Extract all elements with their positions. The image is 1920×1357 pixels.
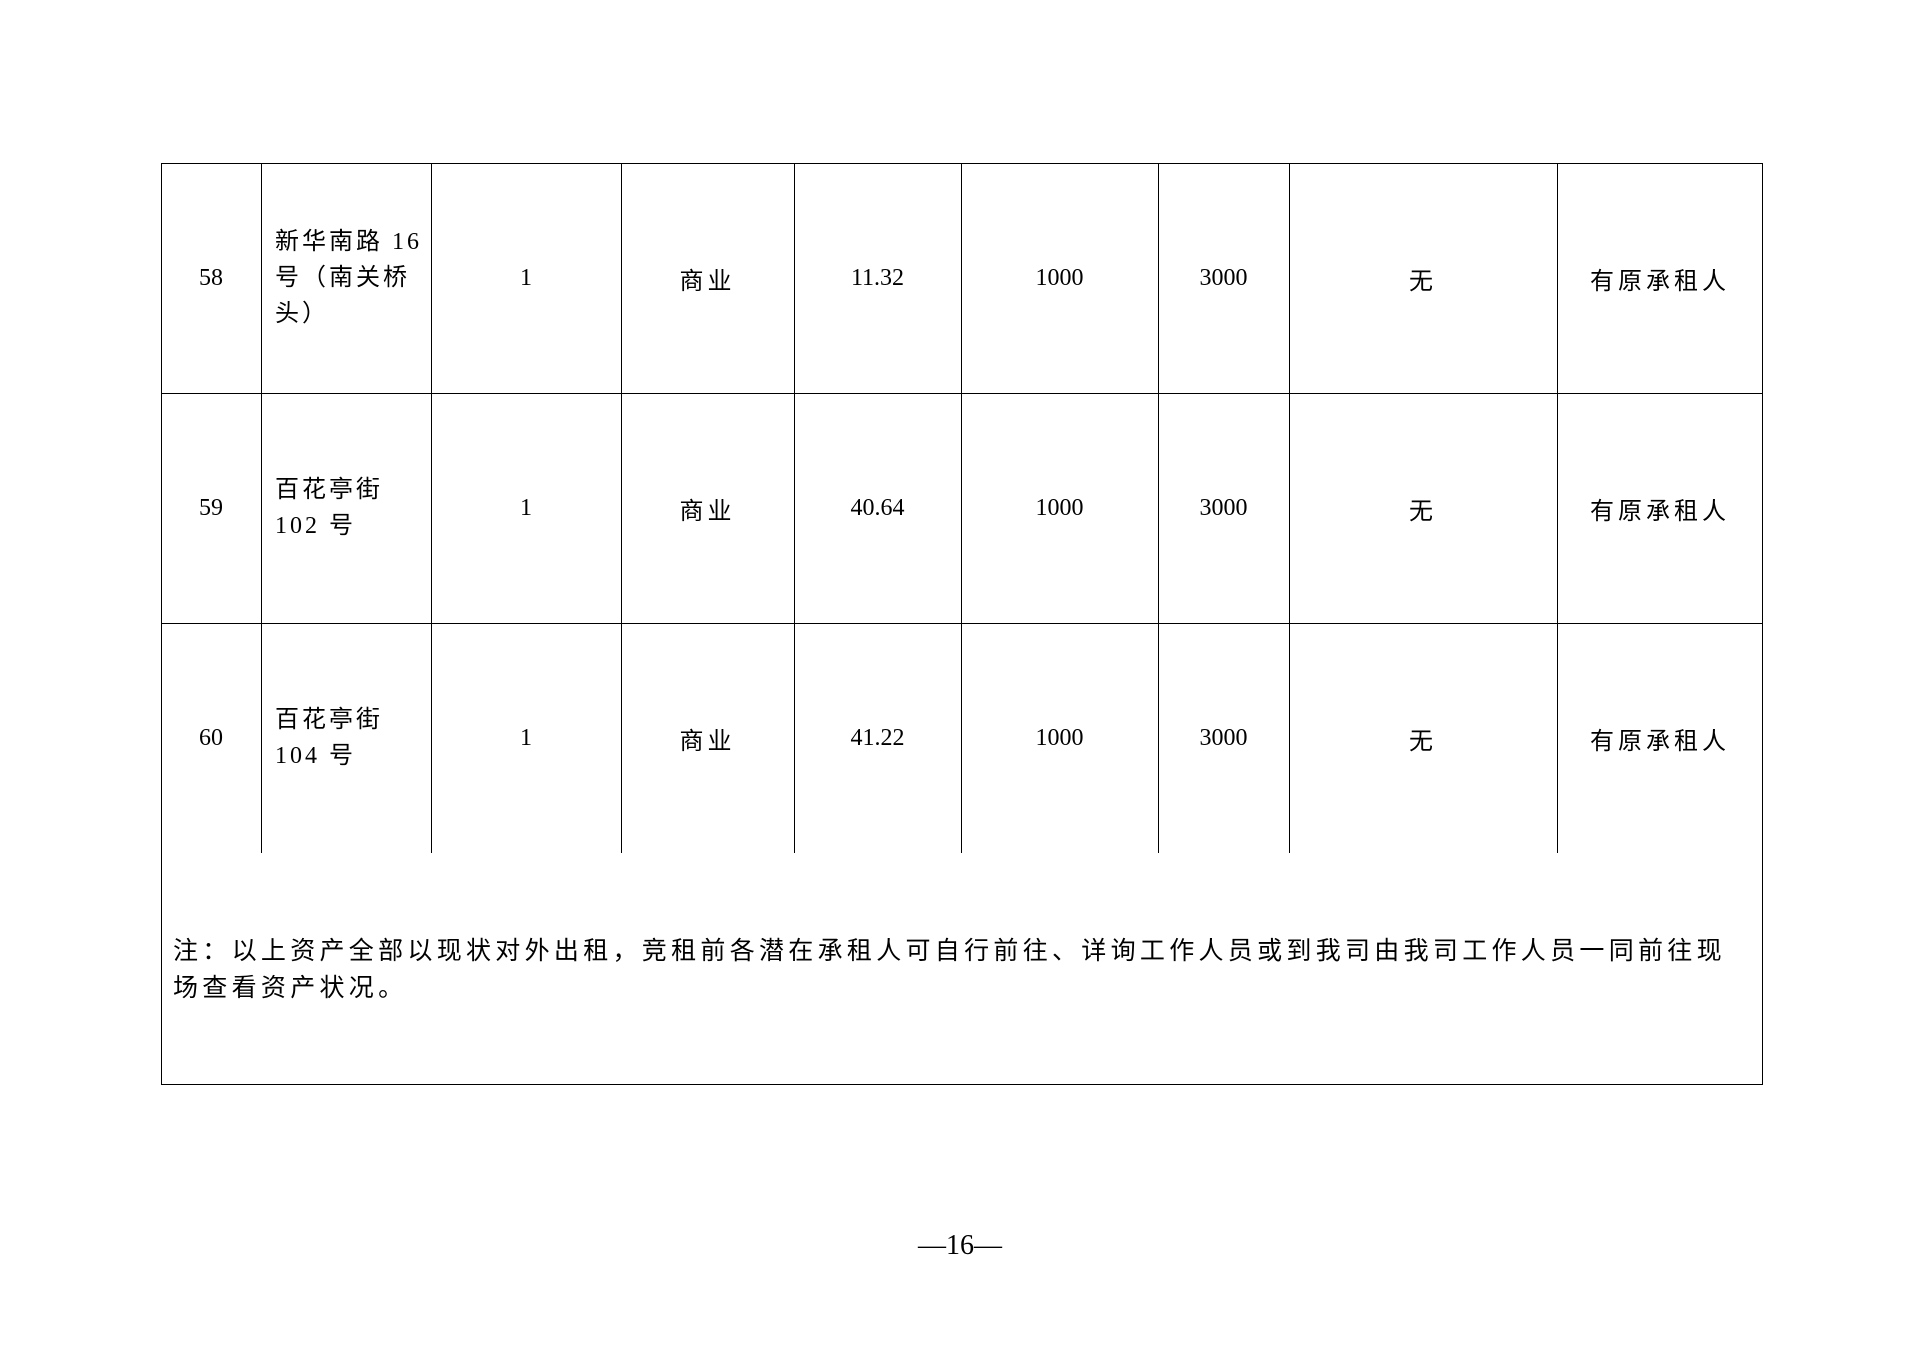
cell-col8: 无 <box>1409 498 1437 525</box>
row-divider <box>161 393 1763 394</box>
cell-price2: 3000 <box>1199 724 1248 751</box>
cell-address: 百花亭街 102 号 <box>275 477 383 539</box>
column-divider <box>1158 163 1159 853</box>
cell-remark: 有原承租人 <box>1590 498 1730 525</box>
table-row: 58 新华南路 16 号（南关桥头） 1 商业 11.32 1000 3000 无 有原承租人 <box>161 163 1763 393</box>
column-divider <box>1289 163 1290 853</box>
cell-remark: 有原承租人 <box>1590 728 1730 755</box>
column-divider <box>431 163 432 853</box>
table-row: 60 百花亭街 104 号 1 商业 41.22 1000 3000 无 有原承租人 <box>161 623 1763 853</box>
table-frame <box>161 163 1763 1085</box>
cell-use: 商业 <box>679 268 736 295</box>
cell-count: 1 <box>520 494 532 521</box>
cell-remark: 有原承租人 <box>1590 268 1730 295</box>
cell-count: 1 <box>520 264 532 291</box>
cell-col8: 无 <box>1409 268 1437 295</box>
cell-no: 59 <box>199 494 223 521</box>
column-divider <box>1557 163 1558 853</box>
table-note: 注：以上资产全部以现状对外出租，竞租前各潜在承租人可自行前往、详询工作人员或到我… <box>173 938 1726 1002</box>
column-divider <box>621 163 622 853</box>
cell-price1: 1000 <box>1035 494 1084 521</box>
row-divider <box>161 623 1763 624</box>
cell-area: 40.64 <box>850 494 905 521</box>
cell-area: 41.22 <box>850 724 905 751</box>
cell-use: 商业 <box>679 728 736 755</box>
column-divider <box>961 163 962 853</box>
table-row: 59 百花亭街 102 号 1 商业 40.64 1000 3000 无 有原承租人 <box>161 393 1763 623</box>
cell-col8: 无 <box>1409 728 1437 755</box>
cell-no: 58 <box>199 264 223 291</box>
cell-address: 百花亭街 104 号 <box>275 707 383 769</box>
cell-address: 新华南路 16 号（南关桥头） <box>275 229 422 327</box>
cell-area: 11.32 <box>850 264 905 291</box>
cell-price1: 1000 <box>1035 264 1084 291</box>
cell-count: 1 <box>520 724 532 751</box>
page-number: —16— <box>918 1230 1002 1261</box>
column-divider <box>794 163 795 853</box>
cell-price2: 3000 <box>1199 264 1248 291</box>
cell-price2: 3000 <box>1199 494 1248 521</box>
cell-price1: 1000 <box>1035 724 1084 751</box>
column-divider <box>261 163 262 853</box>
cell-no: 60 <box>199 724 223 751</box>
cell-use: 商业 <box>679 498 736 525</box>
